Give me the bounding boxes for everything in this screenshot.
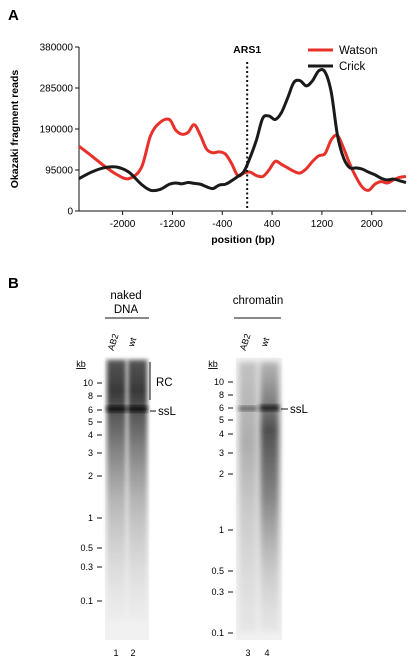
gel-chromatin: chromatin AB2 wt kb 10 8 6 5 4 3 2 1 0.5 0.3 0.1 s… [208, 295, 308, 658]
y-axis-label: Okazaki fragment reads [9, 70, 21, 189]
naked-marker-label: 5 [88, 417, 93, 427]
y-tick-label: 95000 [45, 166, 73, 177]
gel-chromatin-lane-4-ssl-band [260, 405, 279, 411]
gel-naked-kb-label: kb [76, 359, 86, 369]
naked-marker-label: 8 [88, 391, 93, 401]
x-ticks: -2000 -1200 -400 400 1200 2000 [110, 211, 383, 230]
chromatin-marker-label: 5 [219, 415, 224, 425]
chromatin-marker-label: 2 [219, 469, 224, 479]
x-axis-label: position (bp) [211, 234, 275, 246]
chromatin-marker-label: 0.1 [211, 628, 224, 638]
chromatin-marker-label: 10 [214, 377, 224, 387]
ssl-label-naked: ssL [158, 406, 177, 418]
legend: Watson Crick [308, 45, 378, 73]
lane-1-label: AB2 [106, 332, 121, 351]
series-layer [78, 68, 407, 193]
y-tick-label: 0 [67, 207, 73, 218]
lane-number-2: 2 [130, 648, 135, 658]
gel-naked-lane-2-smear [128, 360, 147, 620]
series-line-watson [78, 117, 407, 192]
x-tick-label: 1200 [311, 219, 334, 230]
gel-chromatin-size-markers: 10 8 6 5 4 3 2 1 0.5 0.3 0.1 [211, 377, 233, 638]
panel-a-label: A [8, 7, 19, 24]
chromatin-marker-label: 8 [219, 390, 224, 400]
ars1-marker-label: ARS1 [233, 44, 261, 56]
legend-label-watson: Watson [339, 45, 378, 57]
naked-marker-label: 0.1 [80, 596, 93, 606]
gel-chromatin-lane-3-ssl-band [239, 406, 257, 411]
panel-b-label: B [8, 275, 19, 292]
naked-marker-label: 0.5 [80, 543, 93, 553]
gel-chromatin-kb-label: kb [208, 359, 218, 369]
naked-marker-label: 2 [88, 471, 93, 481]
gel-naked-lane-1-smear [107, 360, 126, 620]
gel-chromatin-title: chromatin [233, 295, 284, 307]
lane-2-label: wt [126, 336, 139, 349]
gel-chromatin-lane-3-smear [239, 362, 257, 632]
x-tick-label: 2000 [361, 219, 384, 230]
y-tick-label: 380000 [40, 43, 74, 54]
gel-chromatin-lane-4-smear [260, 362, 279, 632]
naked-marker-label: 10 [83, 378, 93, 388]
lane-number-1: 1 [113, 648, 118, 658]
lane-number-4: 4 [264, 648, 269, 658]
chromatin-marker-label: 1 [219, 525, 224, 535]
x-tick-label: -1200 [160, 219, 186, 230]
gel-naked-title-line2: DNA [114, 304, 139, 316]
naked-marker-label: 6 [88, 405, 93, 415]
x-tick-label: -400 [212, 219, 232, 230]
lane-3-label: AB2 [238, 332, 253, 351]
chromatin-marker-label: 4 [219, 429, 224, 439]
y-ticks: 0 95000 190000 285000 380000 [40, 43, 79, 218]
ssl-label-chromatin: ssL [290, 404, 309, 416]
series-line-crick [78, 68, 407, 193]
y-tick-label: 285000 [40, 84, 74, 95]
legend-label-crick: Crick [339, 61, 365, 73]
chromatin-marker-label: 0.3 [211, 587, 224, 597]
naked-marker-label: 3 [88, 448, 93, 458]
chromatin-marker-label: 3 [219, 448, 224, 458]
x-tick-label: -2000 [110, 219, 136, 230]
gel-naked-lane-1-ssl-band [107, 406, 126, 412]
rc-label: RC [156, 377, 173, 389]
lane-number-3: 3 [245, 648, 250, 658]
gel-naked-size-markers: 10 8 6 5 4 3 2 1 0.5 0.3 0.1 [80, 378, 102, 606]
y-tick-label: 190000 [40, 125, 74, 136]
naked-marker-label: 1 [88, 513, 93, 523]
chromatin-marker-label: 6 [219, 403, 224, 413]
chromatin-marker-label: 0.5 [211, 566, 224, 576]
gel-naked-dna: naked DNA AB2 wt kb 10 8 6 5 4 3 2 1 0.5 0.3 0.1 R… [76, 290, 176, 658]
lane-4-label: wt [259, 336, 272, 349]
naked-marker-label: 0.3 [80, 562, 93, 572]
x-tick-label: 400 [264, 219, 281, 230]
line-chart: 0 95000 190000 285000 380000 -2000 -1200 -400 4… [9, 43, 407, 246]
naked-marker-label: 4 [88, 430, 93, 440]
gel-naked-lane-2-ssl-band [128, 406, 147, 412]
gel-naked-title-line1: naked [110, 290, 141, 302]
